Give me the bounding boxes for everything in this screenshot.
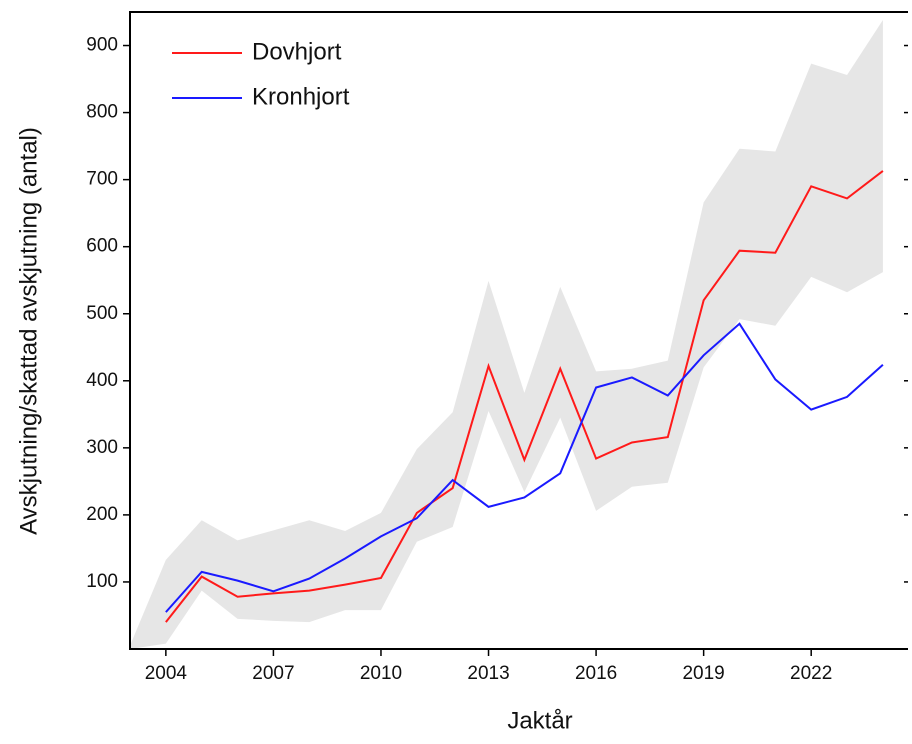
y-tick-label: 800 xyxy=(86,102,118,123)
series-line xyxy=(165,322,884,613)
confidence-band xyxy=(130,20,883,649)
y-tick-label: 300 xyxy=(86,437,118,458)
legend-label: Dovhjort xyxy=(252,38,342,65)
y-tick-label: 100 xyxy=(86,571,118,592)
axis-frame xyxy=(129,11,908,650)
x-axis-label: Jaktår xyxy=(507,707,572,734)
y-axis-label: Avskjutning/skattad avskjutning (antal) xyxy=(15,127,42,535)
y-tick-label: 200 xyxy=(86,504,118,525)
x-tick-label: 2010 xyxy=(360,663,402,684)
y-tick-label: 900 xyxy=(86,35,118,56)
x-tick-label: 2013 xyxy=(467,663,509,684)
y-tick-label: 500 xyxy=(86,303,118,324)
x-tick-label: 2016 xyxy=(575,663,617,684)
y-tick-label: 700 xyxy=(86,169,118,190)
legend-label: Kronhjort xyxy=(252,83,350,110)
series-line xyxy=(165,170,884,623)
x-tick-label: 2019 xyxy=(682,663,724,684)
y-tick-label: 600 xyxy=(86,236,118,257)
y-tick-label: 400 xyxy=(86,370,118,391)
x-tick-label: 2007 xyxy=(252,663,294,684)
x-tick-label: 2004 xyxy=(145,663,188,684)
x-tick-label: 2022 xyxy=(790,663,832,684)
